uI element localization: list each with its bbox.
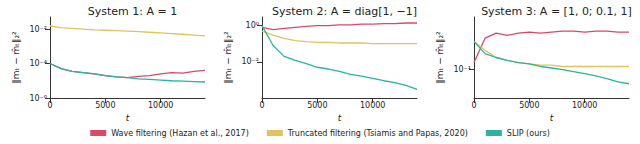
svg-text:10000: 10000	[148, 101, 173, 110]
svg-text:10⁻⁴: 10⁻⁴	[29, 59, 47, 68]
svg-text:System 1: A = 1: System 1: A = 1	[88, 5, 177, 18]
svg-text:10⁻⁶: 10⁻⁶	[29, 94, 47, 103]
svg-text:System 2: A = diag[1, −1]: System 2: A = diag[1, −1]	[272, 5, 417, 18]
svg-text:10⁻²: 10⁻²	[29, 25, 47, 34]
svg-text:10000: 10000	[572, 101, 597, 110]
svg-text:0: 0	[47, 101, 52, 110]
svg-text:10⁰: 10⁰	[246, 21, 259, 30]
svg-text:SLIP (ours): SLIP (ours)	[507, 129, 550, 138]
svg-text:t: t	[338, 113, 342, 123]
svg-text:10⁻¹: 10⁻¹	[453, 65, 471, 74]
svg-text:t: t	[126, 113, 130, 123]
svg-text:‖mₜ − m̂ₜ‖₂²: ‖mₜ − m̂ₜ‖₂²	[11, 31, 21, 84]
svg-text:5000: 5000	[519, 101, 539, 110]
svg-text:5000: 5000	[95, 101, 115, 110]
svg-text:Truncated filtering (Tsiamis a: Truncated filtering (Tsiamis and Papas, …	[287, 129, 468, 138]
svg-text:10⁻²: 10⁻²	[241, 57, 259, 66]
svg-text:‖mₜ − m̂ₜ‖₂²: ‖mₜ − m̂ₜ‖₂²	[223, 31, 233, 84]
svg-text:Wave filtering (Hazan et al.,: Wave filtering (Hazan et al., 2017)	[111, 129, 249, 138]
svg-text:‖mₜ − m̂ₜ‖₂²: ‖mₜ − m̂ₜ‖₂²	[435, 31, 445, 84]
svg-text:0: 0	[471, 101, 476, 110]
svg-text:10000: 10000	[360, 101, 385, 110]
svg-text:System 3: A = [1, 0; 0.1, 1]: System 3: A = [1, 0; 0.1, 1]	[481, 5, 632, 18]
svg-text:t: t	[550, 113, 554, 123]
svg-text:5000: 5000	[307, 101, 327, 110]
svg-text:0: 0	[259, 101, 264, 110]
